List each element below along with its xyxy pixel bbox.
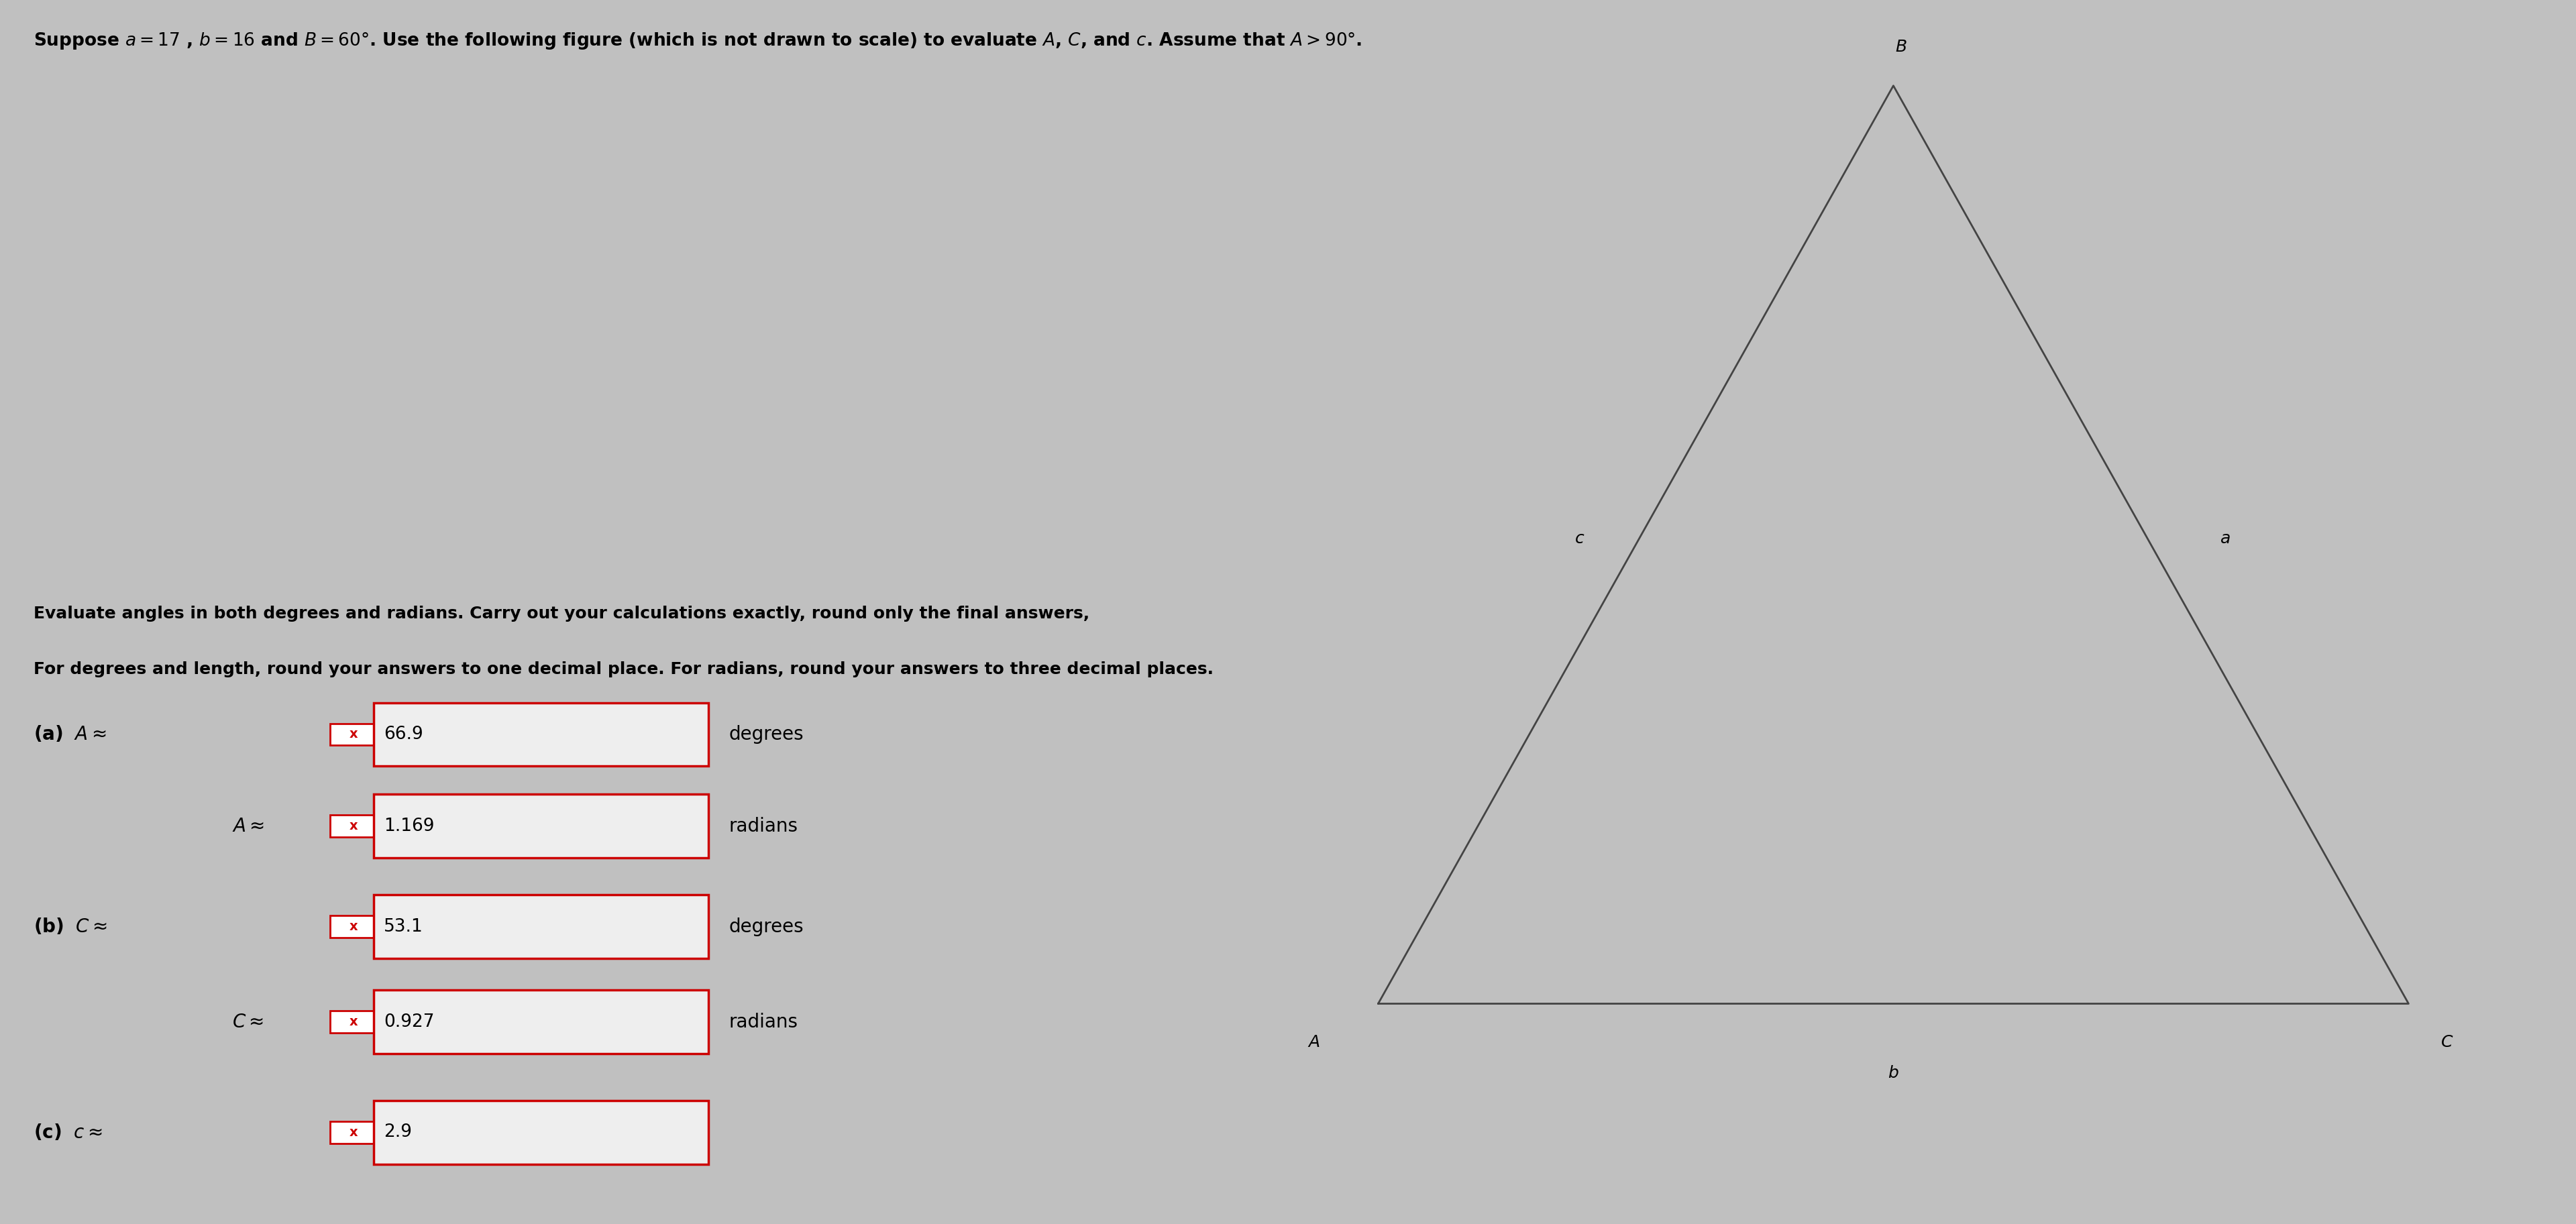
Text: C: C — [2442, 1034, 2452, 1050]
Text: $A \approx$: $A \approx$ — [232, 816, 265, 836]
FancyBboxPatch shape — [330, 916, 376, 938]
Text: x: x — [350, 1126, 358, 1138]
Text: 0.927: 0.927 — [384, 1013, 435, 1031]
Text: radians: radians — [729, 1012, 799, 1032]
Text: 2.9: 2.9 — [384, 1124, 412, 1141]
Text: 1.169: 1.169 — [384, 818, 435, 835]
Text: b: b — [1888, 1065, 1899, 1081]
Text: a: a — [2221, 530, 2231, 547]
Text: x: x — [350, 728, 358, 741]
Text: c: c — [1574, 530, 1584, 547]
Text: $C \approx$: $C \approx$ — [232, 1012, 263, 1032]
Text: x: x — [350, 1016, 358, 1028]
FancyBboxPatch shape — [374, 1100, 708, 1164]
Text: 66.9: 66.9 — [384, 726, 422, 743]
Text: radians: radians — [729, 816, 799, 836]
Text: 53.1: 53.1 — [384, 918, 422, 935]
Text: degrees: degrees — [729, 725, 804, 744]
Text: $\mathbf{(b)}$  $C \approx$: $\mathbf{(b)}$ $C \approx$ — [33, 917, 108, 936]
Text: For degrees and length, round your answers to one decimal place. For radians, ro: For degrees and length, round your answe… — [33, 661, 1213, 677]
Text: B: B — [1896, 39, 1906, 55]
FancyBboxPatch shape — [330, 1121, 376, 1143]
FancyBboxPatch shape — [374, 703, 708, 766]
FancyBboxPatch shape — [330, 723, 376, 745]
Text: Suppose $a = 17$ , $b = 16$ and $B = 60°$. Use the following figure (which is no: Suppose $a = 17$ , $b = 16$ and $B = 60°… — [33, 31, 1363, 50]
FancyBboxPatch shape — [330, 815, 376, 837]
Text: Evaluate angles in both degrees and radians. Carry out your calculations exactly: Evaluate angles in both degrees and radi… — [33, 606, 1090, 622]
Text: $\mathbf{(a)}$  $A \approx$: $\mathbf{(a)}$ $A \approx$ — [33, 725, 106, 744]
FancyBboxPatch shape — [374, 895, 708, 958]
FancyBboxPatch shape — [374, 990, 708, 1054]
Text: A: A — [1309, 1034, 1319, 1050]
Text: x: x — [350, 920, 358, 933]
FancyBboxPatch shape — [330, 1011, 376, 1033]
Text: degrees: degrees — [729, 917, 804, 936]
FancyBboxPatch shape — [374, 794, 708, 858]
Text: x: x — [350, 820, 358, 832]
Text: $\mathbf{(c)}$  $c \approx$: $\mathbf{(c)}$ $c \approx$ — [33, 1122, 103, 1142]
